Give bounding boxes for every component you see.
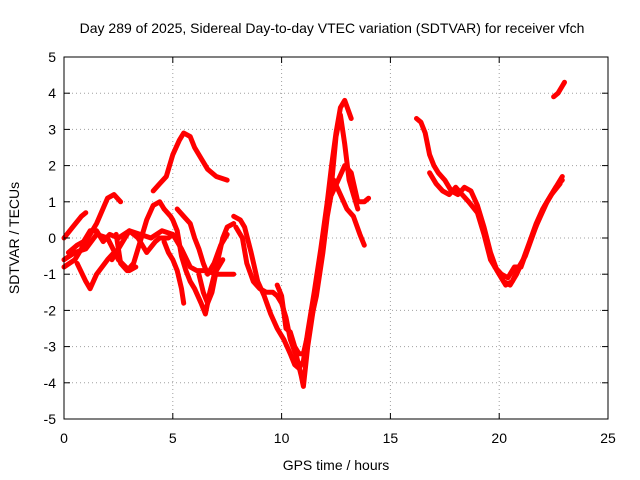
series-track-h: [150, 130, 230, 194]
series-track-s: [492, 174, 565, 281]
y-tick-label: -3: [44, 339, 57, 355]
y-tick-label: 3: [48, 121, 56, 137]
series-track-l: [196, 257, 226, 306]
series-track-d: [65, 228, 176, 255]
y-tick-label: -1: [44, 266, 57, 282]
x-tick-label: 5: [169, 430, 177, 446]
x-tick-label: 20: [491, 430, 507, 446]
y-tick-label: -5: [44, 411, 57, 427]
series-track-j: [161, 239, 187, 306]
y-tick-label: 4: [48, 85, 56, 101]
axis-ticks: 0 5 10 15 20 25 -5 -4 -3 -2 -1 0 1 2 3 4 5: [44, 49, 616, 446]
series-track-n: [233, 112, 361, 389]
series-track-k: [174, 206, 230, 277]
x-tick-label: 15: [383, 430, 399, 446]
x-tick-label: 0: [60, 430, 68, 446]
series-track-p: [329, 163, 372, 205]
y-tick-label: -4: [44, 375, 57, 391]
y-tick-label: 5: [48, 49, 56, 65]
x-tick-label: 10: [274, 430, 290, 446]
x-axis-label: GPS time / hours: [283, 457, 390, 473]
y-tick-label: -2: [44, 302, 57, 318]
series-track-t: [551, 79, 567, 100]
data-series-layer: [61, 79, 567, 389]
y-tick-label: 0: [48, 230, 56, 246]
x-tick-label: 25: [600, 430, 616, 446]
y-axis-label: SDTVAR / TECUs: [6, 182, 22, 294]
series-track-a: [61, 192, 124, 270]
series-track-o: [274, 177, 367, 357]
series-track-b: [61, 210, 89, 241]
y-tick-label: 1: [48, 194, 56, 210]
series-track-e: [74, 250, 117, 292]
y-tick-label: 2: [48, 158, 56, 174]
chart-title: Day 289 of 2025, Sidereal Day-to-day VTE…: [80, 20, 585, 36]
